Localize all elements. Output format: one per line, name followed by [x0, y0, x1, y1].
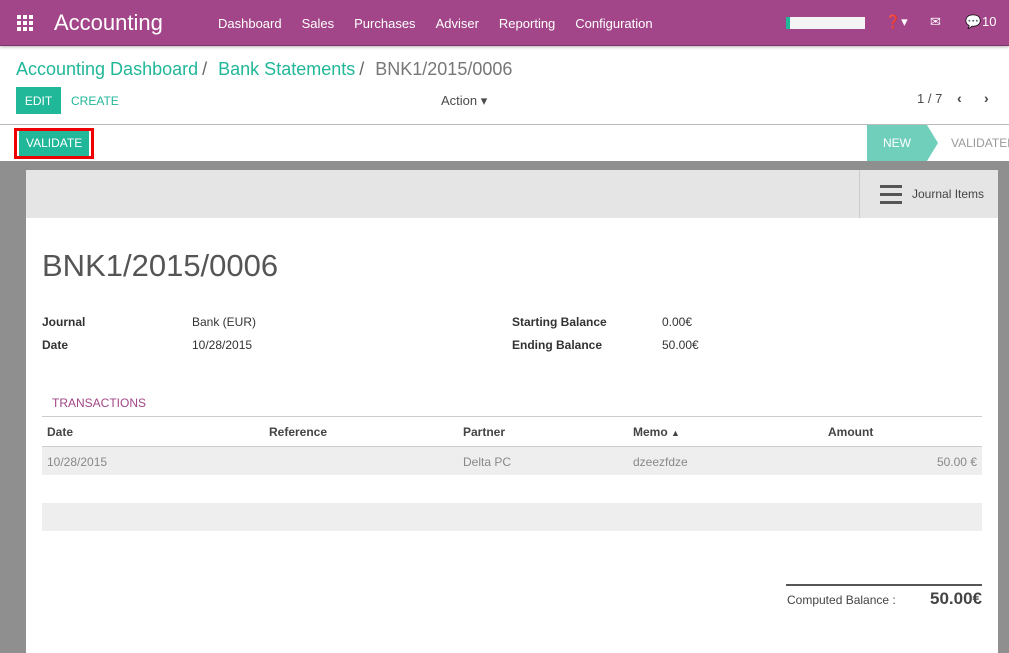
- menu-adviser[interactable]: Adviser: [435, 16, 479, 31]
- breadcrumb-dashboard[interactable]: Accounting Dashboard: [16, 59, 199, 79]
- button-box: Journal Items: [26, 170, 998, 218]
- state-validated[interactable]: VALIDATED: [951, 136, 1009, 150]
- column-amount[interactable]: Amount: [828, 425, 874, 439]
- journal-items-label: Journal Items: [912, 187, 985, 201]
- create-button[interactable]: CREATE: [71, 94, 119, 108]
- mail-icon[interactable]: ✉: [930, 14, 941, 29]
- menu-sales[interactable]: Sales: [301, 16, 335, 31]
- breadcrumb: Accounting Dashboard / Bank Statements / B…: [16, 59, 513, 79]
- statusbar: VALIDATE NEW VALIDATED: [0, 124, 1009, 161]
- messages-count: 10: [982, 14, 997, 29]
- validate-button[interactable]: VALIDATE: [14, 128, 95, 159]
- journal-items-button[interactable]: Journal Items: [859, 170, 998, 218]
- chat-icon[interactable]: 💬: [965, 14, 982, 29]
- cell-amount: 50.00 €: [936, 455, 977, 469]
- menu-dashboard[interactable]: Dashboard: [218, 16, 282, 31]
- computed-balance-label: Computed Balance :: [787, 593, 896, 607]
- breadcrumb-current: BNK1/2015/0006: [375, 59, 513, 79]
- header-divider: [42, 446, 982, 447]
- help-icon[interactable]: ❓▾: [885, 14, 908, 29]
- edit-button[interactable]: EDIT: [16, 87, 61, 114]
- action-label: Action: [441, 93, 478, 108]
- tab-transactions[interactable]: TRANSACTIONS: [42, 390, 157, 417]
- validate-label: VALIDATE: [19, 131, 90, 156]
- empty-row: [42, 503, 982, 531]
- sort-asc-icon: ▲: [671, 428, 680, 438]
- memo-label: Memo: [633, 425, 668, 439]
- column-date[interactable]: Date: [47, 425, 74, 439]
- state-new[interactable]: NEW: [867, 125, 927, 161]
- record-title: BNK1/2015/0006: [42, 248, 279, 283]
- cell-date: 10/28/2015: [47, 455, 108, 469]
- menu-purchases[interactable]: Purchases: [354, 16, 416, 31]
- breadcrumb-bank-statements[interactable]: Bank Statements: [218, 59, 356, 79]
- menu-configuration[interactable]: Configuration: [575, 16, 653, 31]
- top-navbar: Accounting Dashboard Sales Purchases Adv…: [0, 0, 1009, 46]
- date-value: 10/28/2015: [192, 338, 253, 352]
- column-reference[interactable]: Reference: [269, 425, 328, 439]
- date-label: Date: [42, 338, 69, 352]
- pager-value: 1 / 7: [917, 91, 943, 106]
- next-icon[interactable]: ›: [984, 90, 989, 106]
- journal-value: Bank (EUR): [192, 315, 257, 329]
- balance-divider: [786, 584, 982, 586]
- ending-balance-label: Ending Balance: [512, 338, 603, 352]
- action-dropdown[interactable]: Action ▾: [441, 93, 488, 108]
- app-title: Accounting: [54, 10, 163, 35]
- progress-bar: [786, 17, 865, 29]
- apps-menu-icon[interactable]: [17, 15, 33, 31]
- starting-balance-label: Starting Balance: [512, 315, 607, 329]
- form-sheet: Journal Items BNK1/2015/0006 Journal Ban…: [26, 170, 998, 653]
- menu-reporting[interactable]: Reporting: [498, 16, 556, 31]
- journal-label: Journal: [42, 315, 86, 329]
- column-partner[interactable]: Partner: [463, 425, 506, 439]
- state-arrow: [927, 125, 938, 161]
- starting-balance-value: 0.00€: [662, 315, 693, 329]
- tab-divider: [42, 416, 982, 417]
- previous-icon[interactable]: ‹: [957, 90, 962, 106]
- column-memo[interactable]: Memo ▲: [633, 425, 680, 439]
- cell-partner: Delta PC: [463, 455, 512, 469]
- list-icon: [880, 184, 902, 204]
- ending-balance-value: 50.00€: [662, 338, 699, 352]
- table-row[interactable]: [42, 447, 982, 475]
- cell-memo: dzeezfdze: [633, 455, 688, 469]
- computed-balance-value: 50.00€: [930, 589, 982, 608]
